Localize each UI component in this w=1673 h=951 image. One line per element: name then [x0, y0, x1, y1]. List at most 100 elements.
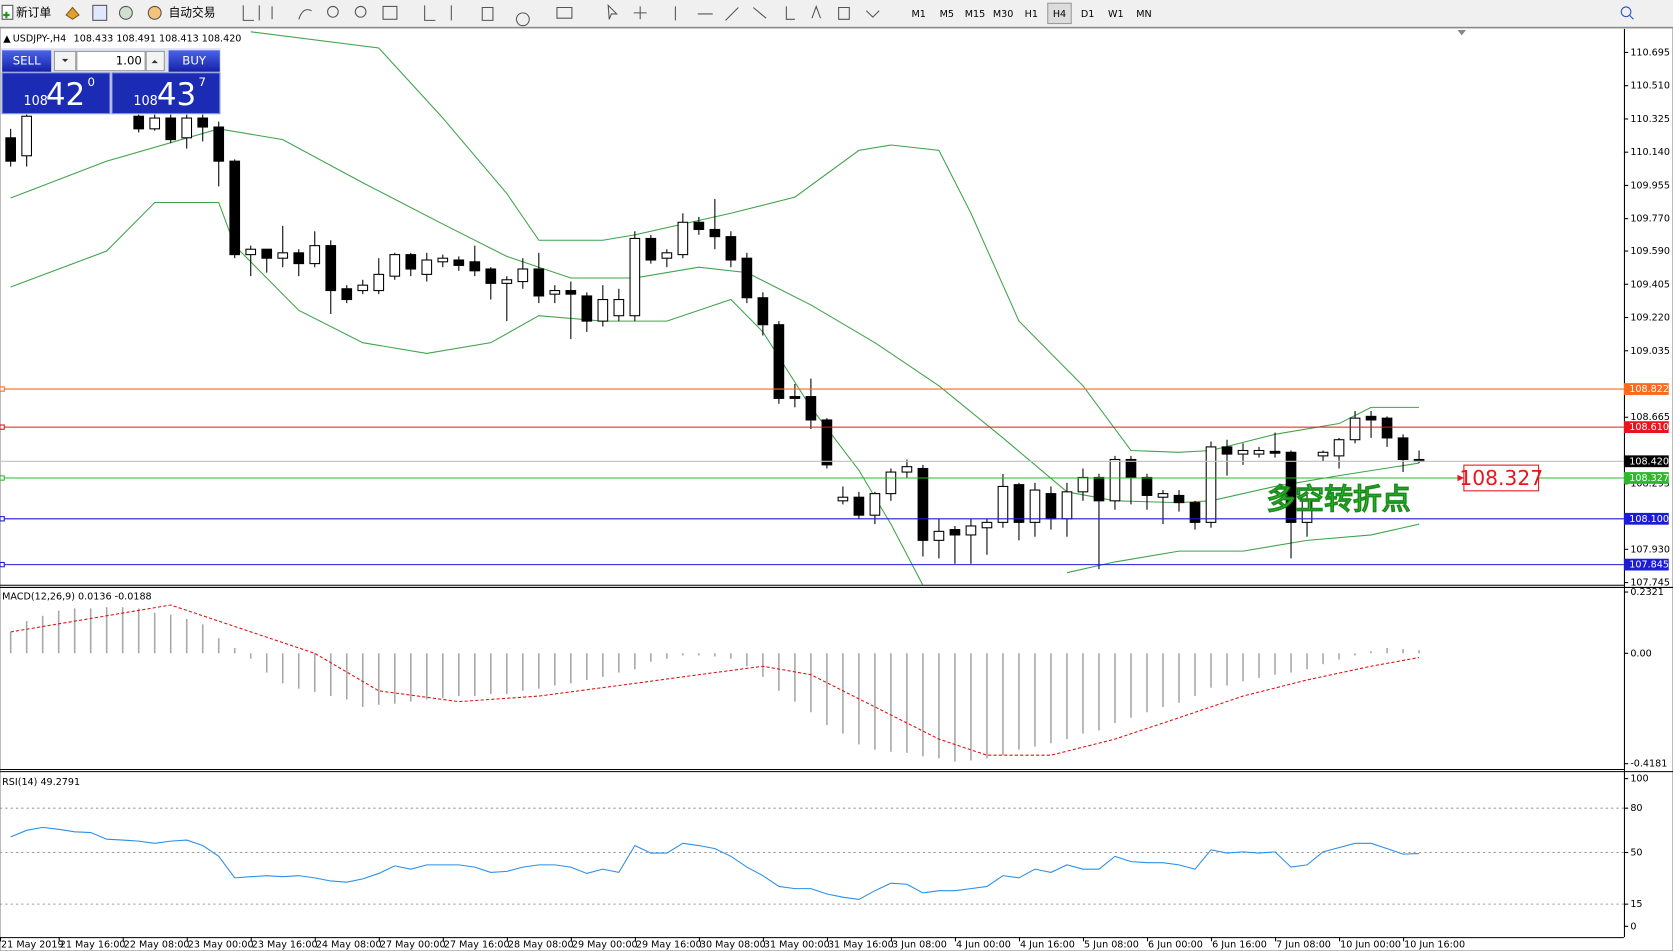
sell-button[interactable] [2, 50, 52, 72]
candle-body [229, 160, 241, 256]
timeframe-button[interactable]: H4 [1053, 9, 1066, 20]
toolbar [0, 0, 1673, 28]
candle-body [293, 252, 305, 265]
candle-body [837, 496, 849, 502]
candle-body [1237, 449, 1249, 455]
chart-frame [0, 27, 1673, 951]
marked-level-label: 108.327 [1459, 466, 1543, 490]
price-level-tag [1623, 421, 1669, 434]
time-label: 29 May 16:00 [636, 940, 702, 951]
time-label: 6 Jun 16:00 [1212, 940, 1267, 951]
candle-body [421, 259, 433, 275]
price-level-label: 108.327 [1629, 473, 1669, 484]
candle-body [357, 284, 369, 292]
macd-signal [10, 604, 1420, 756]
candle-body [1221, 446, 1233, 455]
toolbar-button[interactable]: 自动交易 [169, 5, 216, 19]
candle-body [1093, 476, 1105, 502]
shift-marker [1457, 29, 1467, 36]
buy-price-box[interactable] [111, 72, 221, 115]
candle-body [133, 115, 145, 130]
candle-body [405, 254, 417, 270]
candle-body [517, 268, 529, 283]
y-tick-label: 0.00 [1630, 648, 1651, 659]
lot-value[interactable]: 1.00 [116, 54, 142, 68]
y-tick-label: 0 [1630, 921, 1636, 932]
y-tick-label: 108.665 [1630, 412, 1670, 423]
candle-body [1125, 458, 1137, 478]
time-label: 4 Jun 00:00 [956, 940, 1011, 951]
timeframe-button[interactable]: D1 [1081, 9, 1094, 20]
time-label: 28 May 08:00 [508, 940, 574, 951]
timeframe-button[interactable]: M1 [911, 9, 925, 20]
toolbar-button[interactable]: 新订单 [16, 5, 51, 19]
candle-body [149, 117, 161, 130]
time-label: 31 May 00:00 [764, 940, 830, 951]
y-tick-label: 110.510 [1630, 81, 1670, 92]
price-level-tag [1623, 472, 1669, 484]
candle-body [949, 529, 961, 536]
candle-body [309, 245, 321, 265]
one-click-trading: SELL 1.00 BUY 108 42 0 108 43 7 [1, 48, 221, 115]
y-tick-label: 50 [1630, 847, 1642, 858]
price-level-anchor [0, 475, 5, 481]
y-tick-label: 100 [1630, 774, 1648, 785]
candle-body [261, 248, 273, 259]
candle-body [1013, 484, 1025, 523]
y-tick-label: -0.4181 [1630, 759, 1667, 770]
time-label: 23 May 00:00 [188, 940, 254, 951]
candle-body [661, 252, 673, 259]
candle-body [197, 117, 209, 128]
y-tick-label: 15 [1630, 899, 1642, 910]
toolbar-icons [1, 3, 1634, 27]
y-tick-label: 110.140 [1630, 147, 1670, 158]
candle-body [693, 221, 705, 230]
sell-price-big: 108 [23, 94, 47, 109]
macd-title: MACD(12,26,9) 0.0136 -0.0188 [2, 592, 152, 603]
lot-input[interactable] [76, 50, 146, 72]
candle-body [485, 268, 497, 284]
timeframe-button[interactable]: M30 [993, 9, 1013, 20]
candle-body [1381, 417, 1393, 439]
candle-body [213, 126, 225, 162]
candle-body [805, 396, 817, 421]
y-tick-label: 110.325 [1630, 114, 1670, 125]
bollinger-band [10, 201, 924, 585]
time-label: 7 Jun 08:00 [1276, 940, 1331, 951]
timeframe-button[interactable]: MN [1136, 9, 1151, 20]
time-label: 6 Jun 00:00 [1148, 940, 1203, 951]
y-tick-label: 109.405 [1630, 279, 1670, 290]
sell-price-box[interactable] [1, 72, 111, 115]
candle-body [1205, 446, 1217, 523]
candle-body [1029, 489, 1041, 523]
candle-body [789, 396, 801, 399]
time-label: 4 Jun 16:00 [1020, 940, 1075, 951]
bollinger-band [1066, 523, 1420, 574]
candle-body [341, 288, 353, 301]
annotation: 多空转折点 [1266, 482, 1410, 516]
candle-body [1061, 491, 1073, 520]
buy-label[interactable]: BUY [182, 54, 207, 68]
price-level-tag [1623, 512, 1669, 525]
timeframe-button[interactable]: W1 [1108, 9, 1124, 20]
price-level-anchor [0, 386, 5, 392]
y-tick-label: 107.930 [1630, 544, 1670, 555]
candle-body [1317, 451, 1329, 457]
chart-title: USDJPY-,H4 [13, 34, 66, 45]
y-tick-label: 107.745 [1630, 578, 1670, 589]
sell-label[interactable]: SELL [13, 54, 41, 68]
candle-body [853, 496, 865, 516]
buy-button[interactable] [168, 50, 220, 72]
timeframe-button[interactable]: M5 [940, 9, 954, 20]
y-tick-label: 109.035 [1630, 346, 1670, 357]
timeframe-button[interactable]: M15 [965, 9, 985, 20]
candle-body [1365, 415, 1377, 421]
price-plot [5, 31, 1425, 585]
candle-body [5, 137, 17, 162]
spinner-arrow [151, 59, 158, 64]
candle-body [1109, 458, 1121, 502]
candle-body [1301, 500, 1313, 523]
timeframe-button[interactable]: H1 [1025, 9, 1038, 20]
buy-price-big: 108 [133, 94, 157, 109]
